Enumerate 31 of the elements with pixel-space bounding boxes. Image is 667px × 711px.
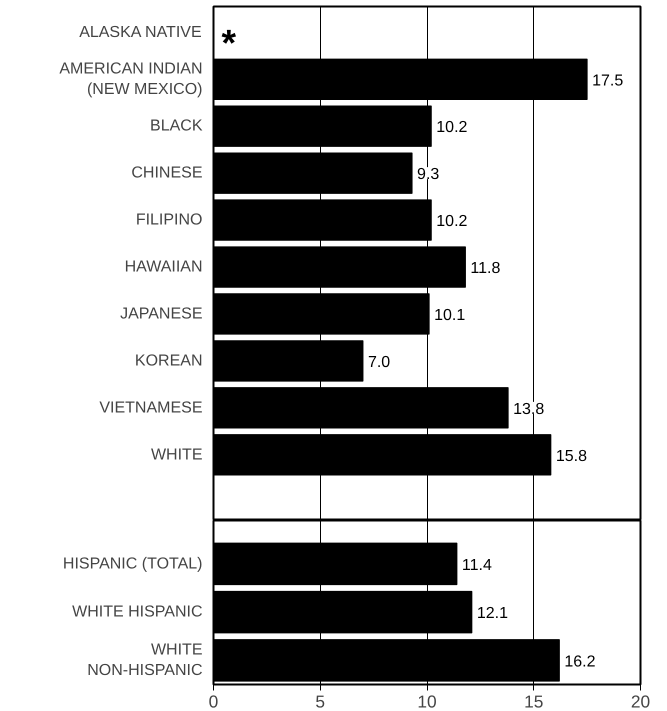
y-tick-label: WHITE NON-HISPANIC (87, 642, 202, 680)
y-tick-label: FILIPINO (136, 212, 203, 229)
data-label: 10.2 (436, 119, 468, 136)
y-tick-label: HAWAIIAN (124, 258, 203, 276)
y-tick-label: BLACK (150, 118, 203, 135)
y-tick-label: WHITE (150, 446, 202, 464)
data-label: 11.8 (470, 260, 500, 278)
x-tick-label: 10 (417, 692, 437, 711)
y-tick-label: JAPANESE (120, 305, 203, 322)
y-tick-label: HISPANIC (TOTAL) (62, 555, 203, 572)
y-tick-label: KOREAN (134, 352, 203, 370)
x-tick-label: 15 (524, 692, 544, 711)
y-tick-label: CHINESE (131, 164, 202, 182)
data-label: 9.3 (417, 166, 440, 184)
x-tick-label: 5 (315, 692, 326, 711)
data-label: 12.1 (476, 605, 508, 622)
data-label: 10.1 (434, 306, 466, 324)
y-tick-label: WHITE HISPANIC (72, 604, 202, 621)
data-label: 10.2 (436, 213, 468, 230)
y-tick-label: VIETNAMESE (99, 399, 203, 416)
data-label: 15.8 (556, 448, 588, 465)
y-tick-label: ALASKA NATIVE (79, 24, 202, 41)
data-label: 17.5 (592, 72, 624, 90)
data-label: 13.8 (513, 400, 544, 418)
data-label: 11.4 (462, 556, 492, 574)
x-tick-label: 20 (630, 692, 650, 711)
x-tick-label: 0 (208, 692, 218, 711)
data-label: 16.2 (564, 653, 596, 670)
y-tick-label: AMERICAN INDIAN (NEW MEXICO) (59, 60, 202, 98)
annotation: * (222, 21, 236, 64)
data-label: 7.0 (368, 354, 390, 371)
